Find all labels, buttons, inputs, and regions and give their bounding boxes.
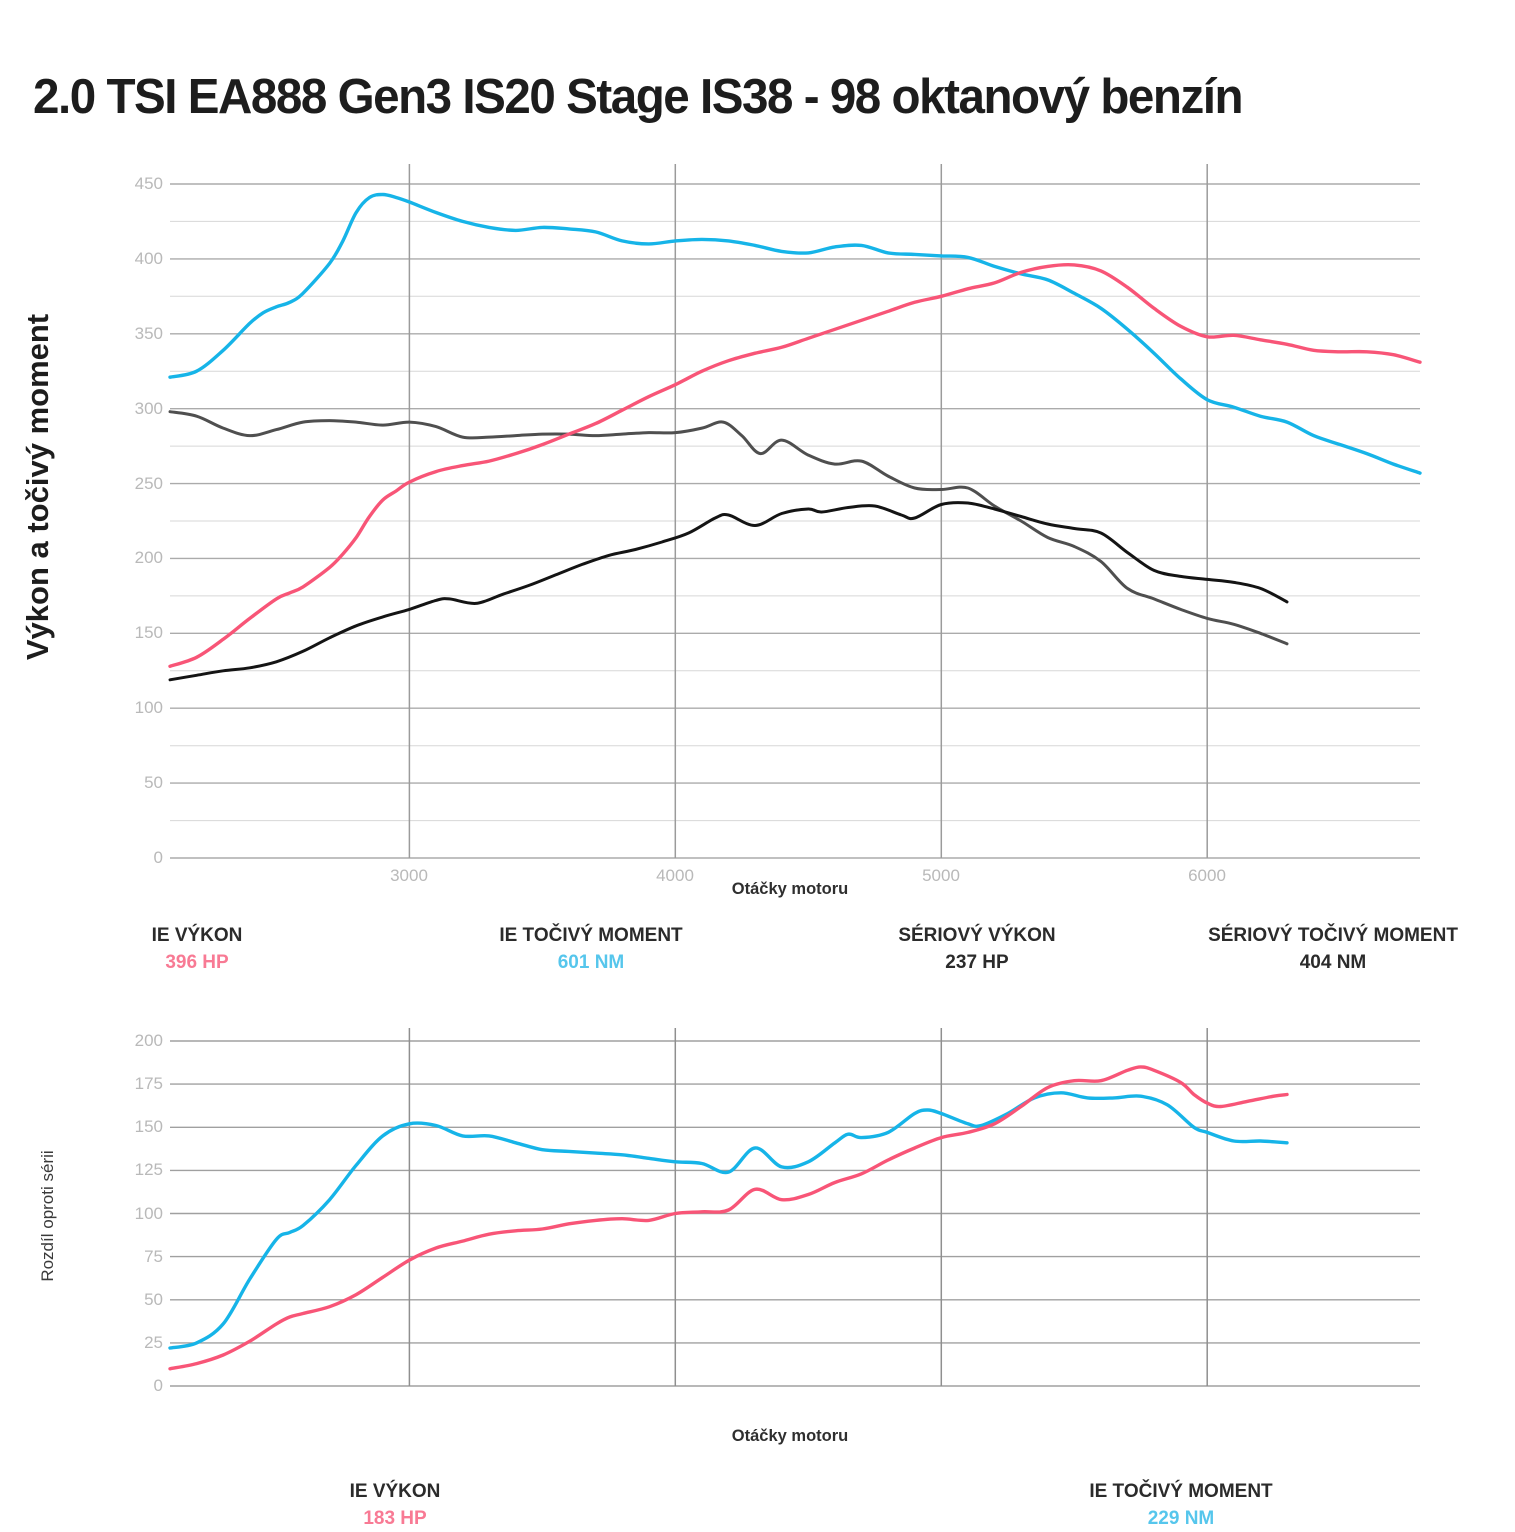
chart-0 [168,164,1422,859]
legend-entry-ie-tocivy-moment: IE TOČIVÝ MOMENT 601 NM [499,922,682,976]
curve-ie-vykon [168,262,1422,668]
x-tick-label-chart0-4000: 4000 [656,866,694,885]
curve-ie-tocivy-moment [168,192,1422,475]
y-tick-label-chart0-50: 50 [144,773,163,792]
legend-entry-ie-vykon: IE VÝKON 396 HP [152,922,243,976]
legend-entry-diff-ie-tocivy-moment: IE TOČIVÝ MOMENT 229 NM [1089,1478,1272,1532]
y-tick-label-chart1-150: 150 [134,1117,163,1136]
y-tick-label-chart0-450: 450 [134,174,163,193]
top-chart-x-axis-title: Otáčky motoru [731,880,849,898]
legend-entry-seriovy-tocivy-moment: SÉRIOVÝ TOČIVÝ MOMENT 404 NM [1208,922,1458,976]
y-tick-label-chart0-300: 300 [134,399,163,418]
legend-value-ie-vykon: 396 HP [165,952,229,973]
y-tick-label-chart1-75: 75 [144,1247,163,1266]
legend-value-seriovy-vykon: 237 HP [945,952,1009,973]
vertical-gridlines [408,164,1208,858]
x-tick-label-chart0-5000: 5000 [922,866,960,885]
y-tick-label-chart0-150: 150 [134,623,163,642]
y-tick-label-chart1-25: 25 [144,1333,163,1352]
legend-value-ie-tocivy-moment: 601 NM [557,952,625,973]
y-tick-label-chart1-200: 200 [134,1031,163,1050]
bottom-chart-x-axis-title: Otáčky motoru [731,1427,849,1445]
horizontal-gridlines [170,1040,1420,1387]
curve-seriovy-vykon [168,501,1289,682]
x-tick-label-chart0-6000: 6000 [1188,866,1226,885]
curve-diff-ie-tocivy-moment [168,1091,1289,1350]
y-tick-label-chart1-100: 100 [134,1204,163,1223]
y-tick-label-chart0-100: 100 [134,698,163,717]
legend-label-ie-tocivy-moment: IE TOČIVÝ MOMENT [499,925,683,946]
legend-label-seriovy-vykon: SÉRIOVÝ VÝKON [898,925,1056,946]
y-tick-label-chart0-0: 0 [153,848,163,867]
vertical-gridlines [408,1028,1208,1386]
y-tick-label-chart0-250: 250 [134,474,163,493]
horizontal-gridlines [170,183,1420,859]
curve-diff-ie-vykon [168,1065,1289,1371]
y-tick-label-chart1-175: 175 [134,1074,163,1093]
y-tick-label-chart0-200: 200 [134,548,163,567]
x-tick-label-chart0-3000: 3000 [390,866,428,885]
y-tick-label-chart1-0: 0 [153,1376,163,1395]
legend-value-diff-ie-tocivy-moment: 229 NM [1147,1508,1215,1529]
legend-entry-diff-ie-vykon: IE VÝKON 183 HP [350,1478,441,1532]
legend-entry-seriovy-vykon: SÉRIOVÝ VÝKON 237 HP [898,922,1055,976]
y-tick-label-chart0-400: 400 [134,249,163,268]
legend-label-ie-vykon: IE VÝKON [151,925,243,946]
legend-label-diff-ie-vykon: IE VÝKON [349,1481,441,1502]
curve-seriovy-tocivy-moment [168,410,1289,646]
legend-value-diff-ie-vykon: 183 HP [363,1508,427,1529]
y-tick-label-chart1-50: 50 [144,1290,163,1309]
chart-1 [168,1028,1420,1387]
legend-value-seriovy-tocivy-moment: 404 NM [1299,952,1367,973]
page-title: 2.0 TSI EA888 Gen3 IS20 Stage IS38 - 98 … [33,69,1244,124]
legend-label-seriovy-tocivy-moment: SÉRIOVÝ TOČIVÝ MOMENT [1208,925,1458,946]
y-tick-label-chart1-125: 125 [134,1160,163,1179]
y-tick-label-chart0-350: 350 [134,324,163,343]
legend-label-diff-ie-tocivy-moment: IE TOČIVÝ MOMENT [1089,1481,1273,1502]
